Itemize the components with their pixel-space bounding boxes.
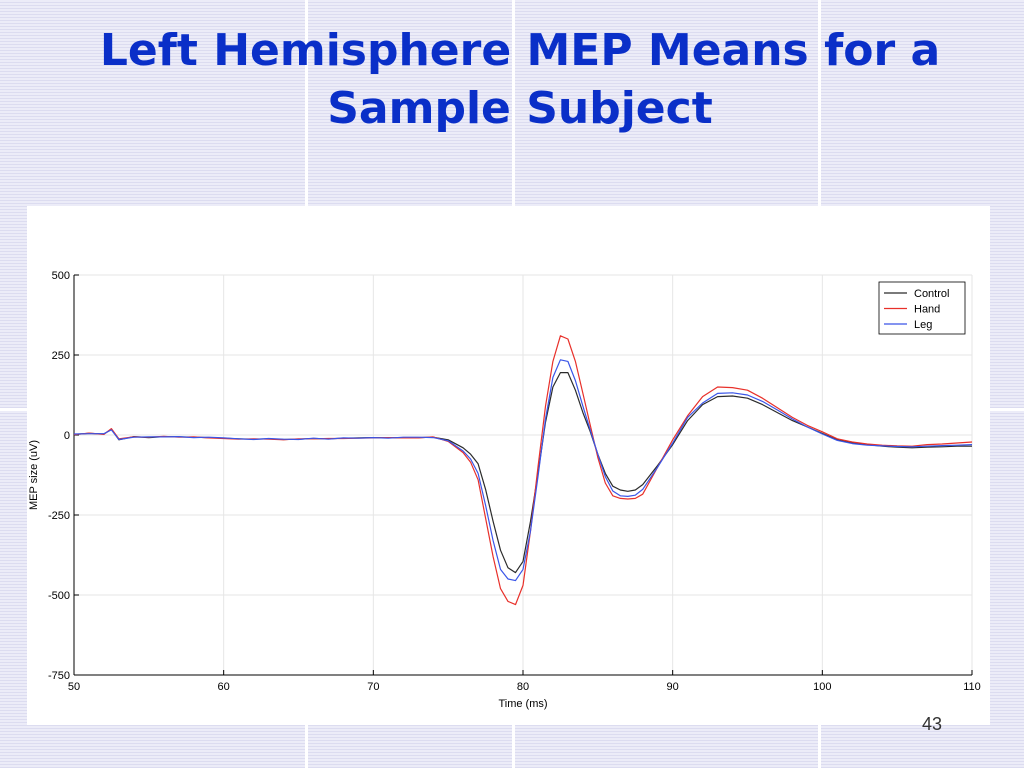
y-tick-label: -500 xyxy=(48,590,70,602)
axes: 50 60 70 80 90 100 110 500 250 0 -250 -500 -750 xyxy=(48,270,981,693)
grid-lines xyxy=(73,274,973,676)
x-tick-label: 70 xyxy=(367,681,379,693)
legend-label-control: Control xyxy=(914,288,949,300)
y-tick-label: 500 xyxy=(52,270,70,282)
mep-line-chart: 50 60 70 80 90 100 110 500 250 0 -250 -500 -750 Cont… xyxy=(28,270,981,710)
x-tick-label: 50 xyxy=(68,681,80,693)
page-number: 43 xyxy=(922,714,943,734)
y-axis-label: MEP size (uV) xyxy=(28,440,40,510)
x-tick-label: 60 xyxy=(218,681,230,693)
y-tick-label: 250 xyxy=(52,350,70,362)
y-tick-label: -250 xyxy=(48,510,70,522)
y-tick-label: 0 xyxy=(64,430,70,442)
x-axis-label: Time (ms) xyxy=(498,698,547,710)
legend-label-leg: Leg xyxy=(914,319,932,331)
series-line-leg xyxy=(73,359,973,582)
legend-label-hand: Hand xyxy=(914,304,940,316)
x-tick-label: 110 xyxy=(963,681,981,693)
x-tick-label: 90 xyxy=(667,681,679,693)
x-tick-label: 100 xyxy=(813,681,831,693)
slide-title: Left Hemisphere MEP Means for a Sample S… xyxy=(99,25,941,134)
chart-panel: 50 60 70 80 90 100 110 500 250 0 -250 -500 -750 Cont… xyxy=(27,206,990,725)
legend: Control Hand Leg xyxy=(878,281,966,335)
series-lines xyxy=(73,335,973,606)
x-tick-label: 80 xyxy=(517,681,529,693)
y-tick-label: -750 xyxy=(48,670,70,682)
